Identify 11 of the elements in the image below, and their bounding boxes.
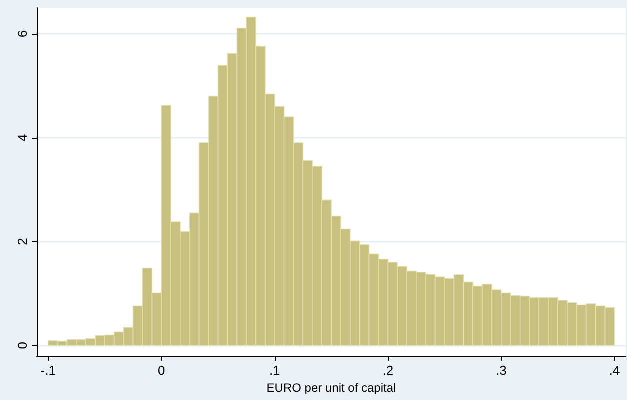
y-tick-label: 2 xyxy=(15,238,30,246)
x-tick-label: 0 xyxy=(158,363,166,378)
y-tick-label: 6 xyxy=(15,30,30,38)
x-tick-label: .4 xyxy=(609,363,620,378)
x-tick-label: -.1 xyxy=(40,363,56,378)
x-tick-label: .3 xyxy=(496,363,507,378)
x-axis-title: EURO per unit of capital xyxy=(266,380,396,395)
x-tick-label: .2 xyxy=(382,363,394,378)
y-tick-label: 4 xyxy=(15,134,30,142)
y-tick-label: 0 xyxy=(15,342,30,350)
x-tick-label: .1 xyxy=(269,363,280,378)
